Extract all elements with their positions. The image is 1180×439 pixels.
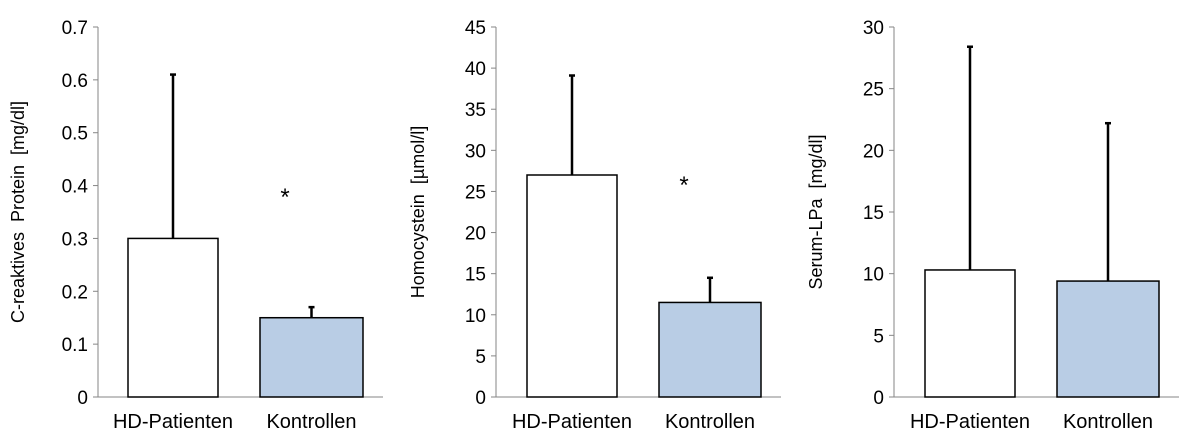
x-category-label: Kontrollen	[266, 411, 356, 433]
x-category-label: Kontrollen	[665, 411, 755, 433]
y-tick-label: 5	[873, 326, 884, 347]
y-tick-label: 15	[863, 203, 884, 224]
y-tick-label: 0.1	[62, 335, 88, 356]
y-tick-label: 25	[863, 80, 884, 101]
y-tick-label: 0.7	[62, 18, 88, 39]
bar-kontrollen	[658, 301, 762, 398]
y-axis-title: Homocystein [µmol/l]	[408, 126, 428, 298]
y-tick-label: 5	[475, 347, 486, 368]
bar-kontrollen	[1056, 280, 1160, 398]
x-category-label: HD-Patienten	[113, 411, 233, 433]
bar-hd-patienten	[924, 269, 1016, 398]
y-tick-label: 30	[863, 18, 884, 39]
y-tick-label: 0.4	[62, 177, 89, 198]
chart-panel-2: 0 5 10 15 20 25 30 35 40 45 Homocystein [µmol/l] HD…	[408, 18, 781, 433]
y-tick-label: 0.6	[62, 71, 88, 92]
significance-asterisk: *	[280, 184, 289, 211]
chart-panel-3: 0 5 10 15 20 25 30 Serum-LPa [mg/dl] HD-Patiente…	[806, 18, 1179, 433]
y-tick-label: 0.5	[62, 124, 88, 145]
y-tick-label: 0	[873, 388, 884, 409]
y-tick-label: 0	[77, 388, 88, 409]
y-tick-label: 30	[465, 141, 486, 162]
bar-hd-patienten	[127, 237, 219, 398]
bar-kontrollen	[259, 316, 364, 398]
y-tick-label: 10	[465, 306, 486, 327]
y-tick-label: 40	[465, 59, 486, 80]
x-category-label: HD-Patienten	[910, 411, 1030, 433]
y-tick-label: 0.2	[62, 282, 88, 303]
y-tick-label: 10	[863, 265, 884, 286]
y-tick-label: 25	[465, 182, 486, 203]
y-tick-label: 15	[465, 265, 486, 286]
y-tick-label: 20	[465, 224, 486, 245]
y-axis-title: Serum-LPa [mg/dl]	[806, 134, 826, 289]
y-tick-label: 35	[465, 100, 486, 121]
significance-asterisk: *	[679, 172, 688, 199]
y-tick-label: 45	[465, 18, 486, 39]
y-tick-label: 20	[863, 141, 884, 162]
y-axis-title: C-reaktives Protein [mg/dl]	[8, 101, 28, 323]
x-category-label: HD-Patienten	[512, 411, 632, 433]
x-category-label: Kontrollen	[1063, 411, 1153, 433]
chart-panel-1: 0 0.1 0.2 0.3 0.4 0.5 0.6 0.7 C-reaktives Protei…	[8, 18, 383, 433]
y-tick-label: 0.3	[62, 229, 88, 250]
bar-hd-patienten	[526, 174, 618, 398]
y-tick-label: 0	[475, 388, 486, 409]
